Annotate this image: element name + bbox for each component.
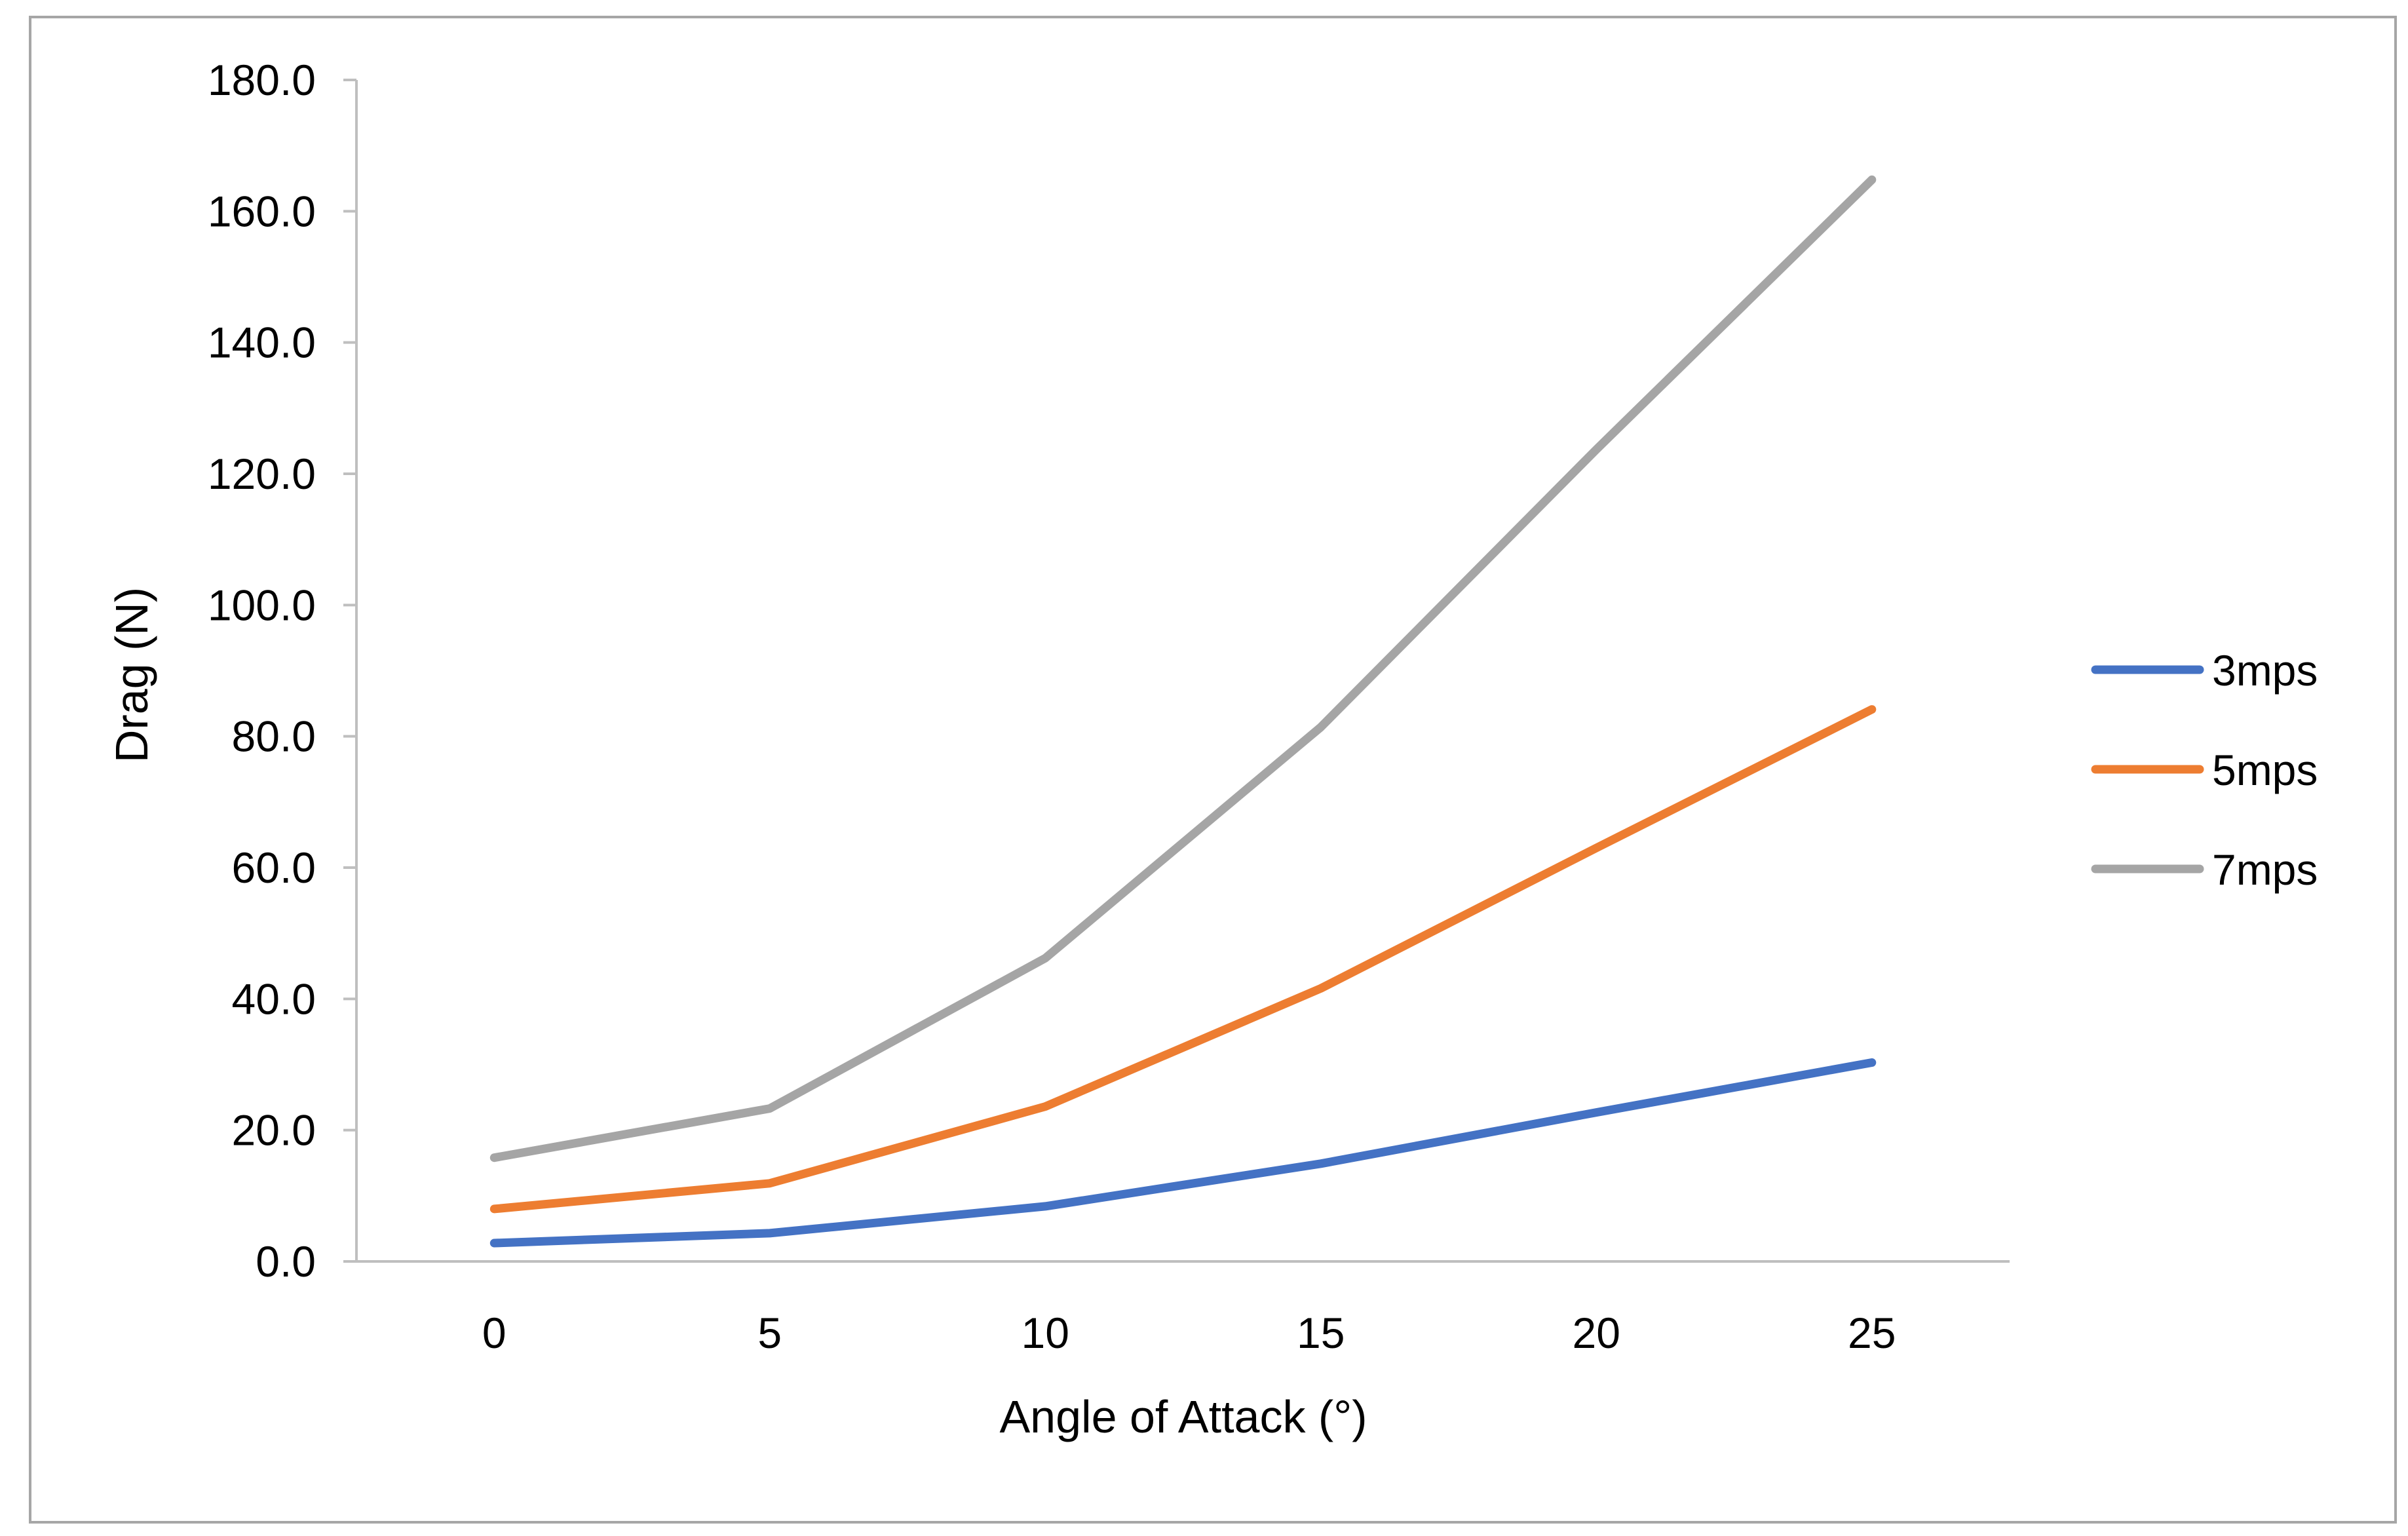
- x-tick-labels: 0 5 10 15 20 25: [482, 1309, 1896, 1357]
- x-tick-label: 5: [757, 1309, 782, 1357]
- y-tick-label: 180.0: [208, 56, 316, 104]
- axes: [343, 79, 2010, 1263]
- y-tick-label: 120.0: [208, 450, 316, 498]
- y-tick-label: 80.0: [232, 712, 316, 761]
- y-axis-title: Drag (N): [106, 587, 157, 763]
- legend: 3mps 5mps 7mps: [2091, 646, 2318, 894]
- series-line-7mps: [489, 175, 1877, 1162]
- y-tick-label: 40.0: [232, 974, 316, 1023]
- x-tick-label: 0: [482, 1309, 506, 1357]
- series-lines: [489, 175, 1877, 1248]
- y-tick-label: 60.0: [232, 843, 316, 892]
- legend-label-7mps: 7mps: [2212, 845, 2318, 894]
- x-axis-title: Angle of Attack (°): [999, 1391, 1367, 1442]
- legend-label-3mps: 3mps: [2212, 646, 2318, 695]
- y-tick-label: 140.0: [208, 318, 316, 367]
- x-tick-label: 25: [1848, 1309, 1896, 1357]
- chart-frame: [29, 16, 2397, 1524]
- y-tick-labels: 0.0 20.0 40.0 60.0 80.0 100.0 120.0 140.0 160.0 1…: [208, 56, 316, 1286]
- series-line-5mps: [489, 705, 1877, 1214]
- x-tick-label: 15: [1297, 1309, 1345, 1357]
- y-tick-label: 20.0: [232, 1106, 316, 1155]
- y-tick-label: 160.0: [208, 187, 316, 235]
- legend-label-5mps: 5mps: [2212, 746, 2318, 794]
- y-tick-label: 0.0: [256, 1237, 316, 1286]
- x-tick-label: 20: [1573, 1309, 1620, 1357]
- x-tick-label: 10: [1022, 1309, 1069, 1357]
- y-tick-label: 100.0: [208, 581, 316, 629]
- series-line-3mps: [489, 1058, 1877, 1248]
